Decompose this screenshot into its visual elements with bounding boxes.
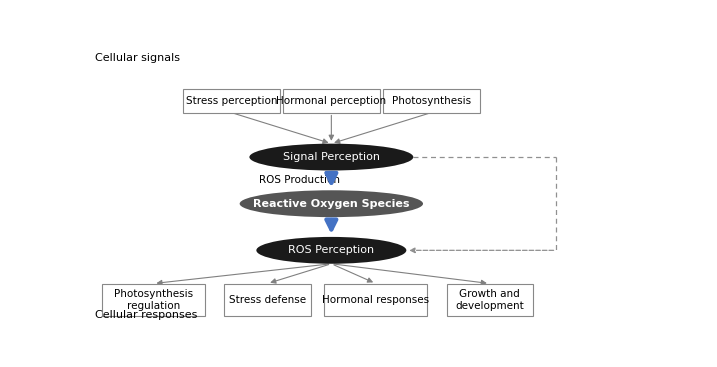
FancyBboxPatch shape: [324, 284, 427, 316]
Text: ROS Perception: ROS Perception: [288, 245, 374, 255]
Text: ROS Production: ROS Production: [259, 175, 340, 185]
Text: Stress perception: Stress perception: [186, 95, 277, 106]
Text: Photosynthesis: Photosynthesis: [391, 95, 471, 106]
FancyBboxPatch shape: [282, 88, 380, 113]
FancyBboxPatch shape: [183, 88, 280, 113]
Text: Reactive Oxygen Species: Reactive Oxygen Species: [253, 199, 409, 209]
Text: Photosynthesis
regulation: Photosynthesis regulation: [114, 289, 193, 310]
Ellipse shape: [239, 190, 423, 217]
Text: Growth and
development: Growth and development: [455, 289, 524, 310]
Ellipse shape: [250, 143, 413, 171]
Text: Hormonal responses: Hormonal responses: [322, 295, 429, 305]
Ellipse shape: [257, 237, 407, 264]
FancyBboxPatch shape: [447, 284, 533, 316]
FancyBboxPatch shape: [224, 284, 310, 316]
FancyBboxPatch shape: [102, 284, 205, 316]
Text: Stress defense: Stress defense: [229, 295, 306, 305]
Text: Signal Perception: Signal Perception: [282, 152, 380, 162]
FancyBboxPatch shape: [383, 88, 480, 113]
Text: Cellular signals: Cellular signals: [95, 52, 180, 62]
Text: Hormonal perception: Hormonal perception: [276, 95, 386, 106]
Text: Cellular responses: Cellular responses: [95, 310, 198, 320]
